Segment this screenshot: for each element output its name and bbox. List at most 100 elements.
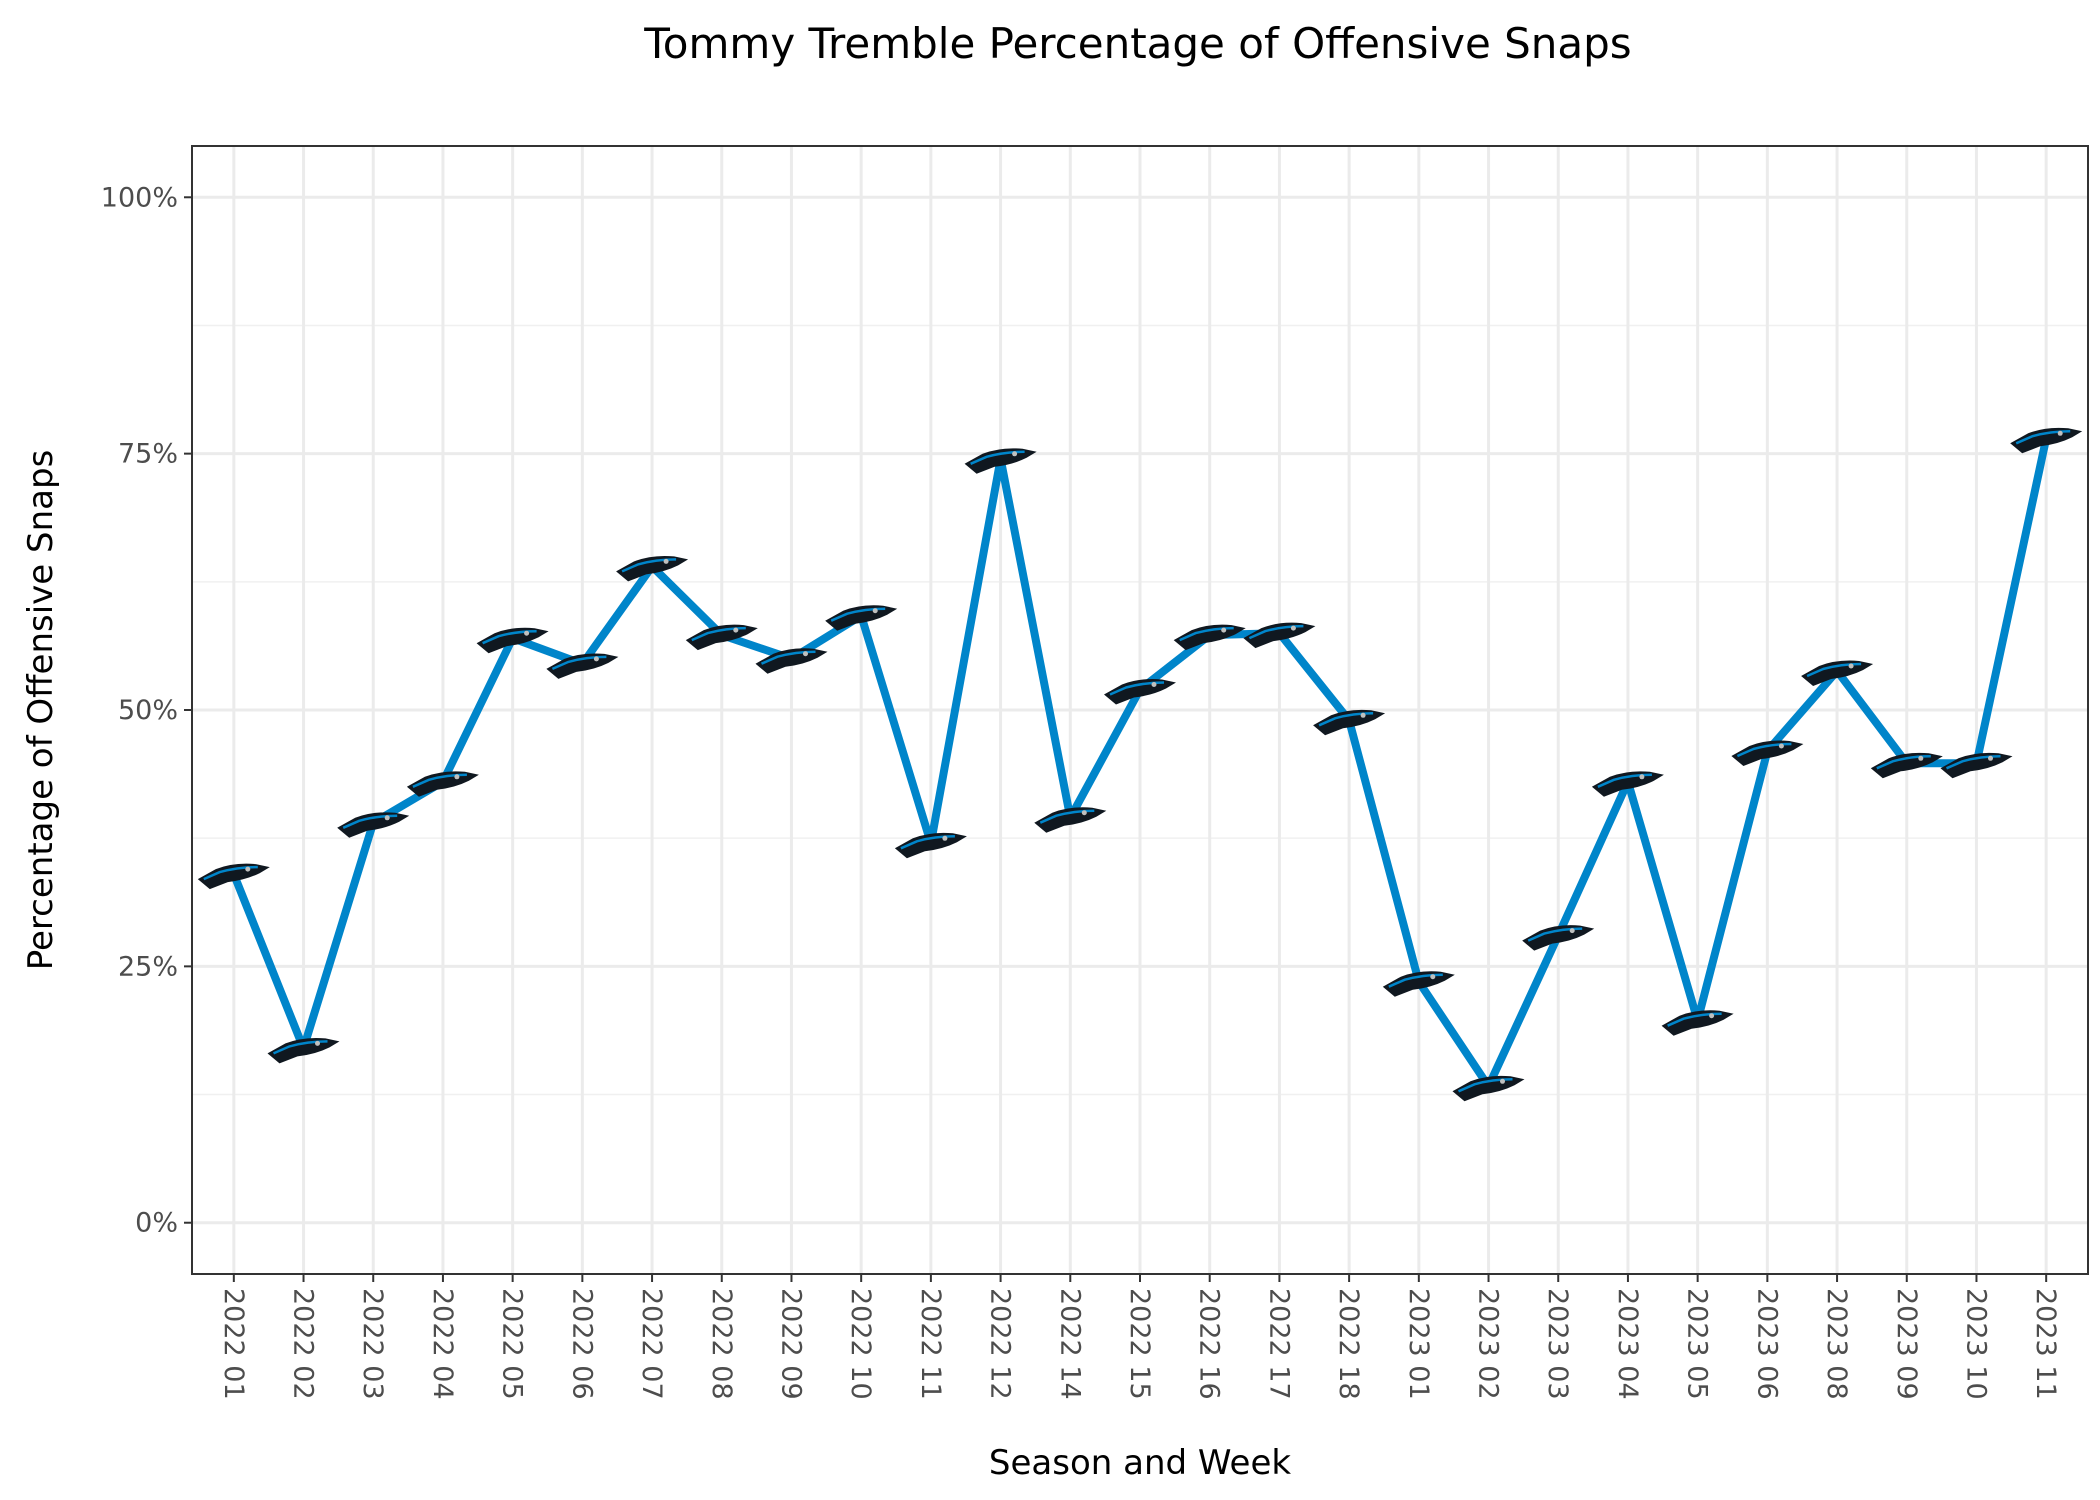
- marker-body: [1034, 807, 1107, 833]
- marker-eye: [1918, 755, 1924, 761]
- x-tick-label: 2022 06: [566, 1288, 597, 1400]
- marker-body: [1522, 925, 1595, 951]
- panthers-logo-icon: [2010, 427, 2083, 454]
- marker-eye: [1569, 928, 1575, 934]
- marker-body: [476, 627, 549, 654]
- marker-accent: [1945, 755, 2001, 770]
- x-tick-label: 2023 09: [1891, 1288, 1922, 1400]
- marker-accent: [830, 607, 886, 622]
- marker-body: [1452, 1075, 1525, 1102]
- panthers-logo-icon: [1313, 709, 1386, 736]
- x-tick-label: 2022 09: [775, 1288, 806, 1400]
- marker-eye: [942, 835, 948, 841]
- panthers-logo-icon: [1801, 660, 1874, 686]
- marker-body: [1731, 740, 1804, 766]
- marker-body: [685, 624, 758, 651]
- x-tick-label: 2023 08: [1821, 1288, 1852, 1400]
- marker-accent: [482, 629, 537, 645]
- x-axis-title: Season and Week: [989, 1443, 1291, 1483]
- marker-eye: [1500, 1078, 1505, 1084]
- marker-body: [1104, 679, 1176, 705]
- y-axis-title: Percentage of Offensive Snaps: [21, 450, 61, 971]
- marker-eye: [1360, 712, 1366, 718]
- x-tick-label: 2022 08: [706, 1288, 737, 1400]
- marker-eye: [524, 630, 530, 636]
- marker-eye: [1709, 1013, 1715, 1019]
- x-tick-label: 2023 03: [1542, 1288, 1573, 1400]
- marker-accent: [1667, 1012, 1722, 1027]
- panthers-logo-icon: [197, 863, 270, 890]
- panthers-logo-icon: [1452, 1075, 1525, 1102]
- marker-body: [2010, 427, 2083, 454]
- marker-accent: [760, 650, 816, 665]
- marker-accent: [900, 835, 955, 850]
- marker-accent: [1527, 927, 1583, 942]
- marker-eye: [663, 558, 669, 564]
- panthers-logo-icon: [1382, 971, 1455, 997]
- y-tick-label: 100%: [101, 182, 178, 213]
- marker-eye: [593, 656, 599, 662]
- x-tick-label: 2022 04: [427, 1288, 458, 1400]
- x-tick-label: 2022 01: [218, 1288, 249, 1400]
- x-tick-label: 2023 04: [1612, 1288, 1643, 1400]
- panthers-logo-icon: [1591, 771, 1664, 797]
- marker-eye: [1988, 755, 1993, 761]
- panthers-logo-icon: [476, 627, 549, 654]
- panthers-logo-icon: [825, 605, 898, 631]
- panthers-logo-icon: [1940, 752, 2013, 779]
- x-tick-label: 2022 18: [1333, 1288, 1364, 1400]
- x-tick-label: 2022 03: [357, 1288, 388, 1400]
- panthers-logo-icon: [685, 624, 758, 651]
- marker-body: [964, 448, 1037, 474]
- marker-eye: [384, 815, 390, 821]
- marker-accent: [272, 1040, 328, 1055]
- marker-body: [616, 555, 689, 582]
- marker-accent: [551, 655, 607, 671]
- marker-body: [337, 812, 410, 838]
- marker-eye: [1848, 663, 1854, 669]
- marker-eye: [315, 1040, 320, 1046]
- x-tick-label: 2023 06: [1751, 1288, 1782, 1400]
- marker-eye: [245, 866, 251, 872]
- marker-eye: [2057, 430, 2063, 436]
- marker-eye: [872, 608, 878, 614]
- marker-eye: [1430, 974, 1436, 980]
- panthers-logo-icon: [1173, 624, 1246, 651]
- x-tick-label: 2022 17: [1263, 1288, 1294, 1400]
- marker-body: [406, 771, 479, 797]
- marker-eye: [1081, 810, 1087, 816]
- marker-eye: [1778, 743, 1784, 749]
- marker-accent: [2015, 430, 2071, 445]
- marker-body: [197, 863, 270, 890]
- marker-body: [1382, 971, 1455, 997]
- panthers-logo-icon: [616, 555, 689, 582]
- x-tick-label: 2022 16: [1194, 1288, 1225, 1400]
- panthers-logo-icon: [1731, 740, 1804, 766]
- panthers-logo-icon: [1243, 622, 1316, 649]
- marker-eye: [1221, 627, 1227, 633]
- panthers-logo-icon: [1104, 679, 1176, 705]
- marker-accent: [1179, 626, 1234, 642]
- x-tick-label: 2023 10: [1960, 1288, 1991, 1400]
- x-tick-label: 2022 10: [845, 1288, 876, 1400]
- marker-accent: [1876, 755, 1931, 770]
- marker-accent: [1318, 712, 1374, 727]
- y-tick-label: 50%: [118, 695, 178, 726]
- panthers-logo-icon: [1661, 1010, 1734, 1036]
- marker-accent: [970, 450, 1025, 465]
- marker-body: [1591, 771, 1664, 797]
- x-tick-label: 2022 15: [1124, 1288, 1155, 1400]
- marker-eye: [1012, 451, 1018, 457]
- marker-body: [1801, 660, 1874, 686]
- marker-body: [894, 832, 967, 859]
- marker-accent: [691, 626, 746, 642]
- marker-eye: [1151, 682, 1157, 687]
- x-tick-label: 2022 11: [915, 1288, 946, 1400]
- panthers-logo-icon: [267, 1037, 340, 1064]
- x-tick-label: 2023 02: [1473, 1288, 1504, 1400]
- panthers-logo-icon: [1522, 925, 1595, 951]
- marker-eye: [1290, 625, 1296, 631]
- panthers-logo-icon: [755, 648, 828, 674]
- marker-body: [1661, 1010, 1734, 1036]
